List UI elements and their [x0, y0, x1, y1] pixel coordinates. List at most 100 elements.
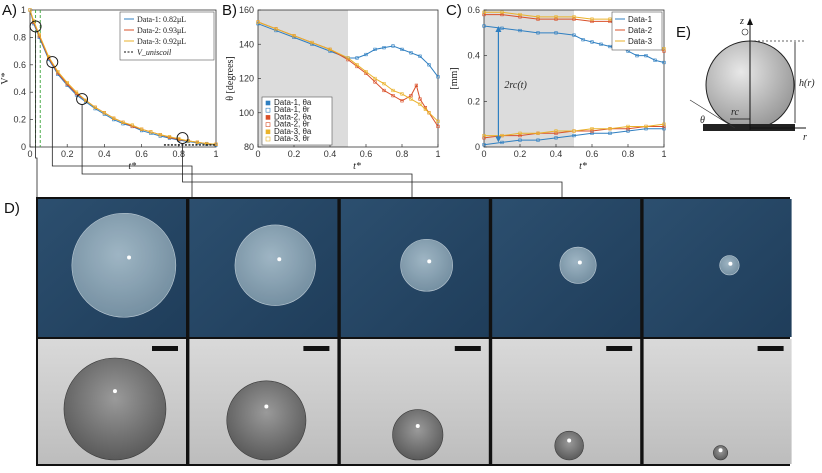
- x-tick-label: 0.4: [98, 149, 111, 159]
- data-point: [572, 33, 576, 37]
- droplet-bottom: [226, 380, 307, 461]
- legend-entry: Data-2, θr: [274, 120, 310, 129]
- data-point: [423, 107, 428, 111]
- data-point: [518, 15, 522, 19]
- data-point: [572, 17, 576, 21]
- data-point: [662, 49, 666, 53]
- connector-lines: [35, 31, 563, 197]
- data-point: [130, 123, 134, 127]
- arrow-head-up: [495, 25, 502, 32]
- data-point: [274, 27, 278, 31]
- legend-box: [611, 11, 663, 51]
- data-point: [373, 76, 377, 81]
- data-point: [554, 131, 558, 135]
- plot-frame: [29, 9, 217, 148]
- legend-entry: Data-3: 0.92μL: [137, 37, 186, 46]
- series-line: [484, 123, 665, 137]
- series-line: [483, 25, 665, 64]
- data-point: [482, 12, 486, 17]
- droplet-highlight: [277, 257, 282, 262]
- droplet-highlight: [718, 448, 723, 453]
- x-axis-label: t*: [579, 161, 587, 172]
- data-point: [382, 46, 386, 50]
- data-point: [572, 129, 576, 133]
- connector-line: [81, 104, 413, 197]
- data-point: [409, 51, 413, 55]
- data-point: [554, 17, 558, 21]
- data-point: [662, 47, 666, 51]
- data-point: [590, 129, 594, 133]
- x-tick-label: 1: [213, 149, 218, 159]
- panel-label-d: D): [4, 200, 20, 217]
- series-line: [29, 9, 217, 146]
- y-axis-label: θ [degrees]: [225, 56, 236, 101]
- data-point: [662, 127, 666, 131]
- x-tick-label: 0.8: [396, 149, 409, 159]
- data-point: [355, 63, 359, 67]
- data-point: [626, 129, 630, 133]
- scale-bar: [454, 346, 481, 351]
- data-point: [653, 58, 657, 62]
- panel-label-c: C): [446, 2, 462, 19]
- data-point: [93, 105, 97, 109]
- legend-swatch: [265, 122, 271, 127]
- droplet-highlight: [264, 404, 269, 409]
- tangent-line: [689, 99, 736, 129]
- data-point: [536, 131, 540, 135]
- legend-entry: Data-1: 0.82μL: [137, 15, 186, 24]
- y-tick-label: 100: [239, 108, 254, 118]
- panel-label-e: E): [676, 24, 691, 41]
- data-point: [662, 124, 666, 129]
- z-label: z: [739, 16, 744, 27]
- x-tick-label: 0.8: [173, 149, 186, 159]
- legend-entry: Data-1: [628, 15, 653, 24]
- data-point: [482, 133, 486, 138]
- scale-bar: [757, 346, 784, 351]
- x-tick-label: 0: [481, 149, 486, 159]
- x-tick-label: 0.2: [288, 149, 301, 159]
- y-axis-label: V*: [0, 72, 11, 84]
- data-point: [554, 136, 558, 140]
- data-point: [590, 19, 594, 24]
- data-point: [572, 15, 576, 19]
- annotation-2rc: 2rc(t): [504, 80, 527, 91]
- data-point: [418, 102, 422, 106]
- data-point: [364, 70, 368, 74]
- theta-label: θ: [700, 115, 705, 126]
- series-line: [483, 128, 664, 146]
- y-tick-label: 80: [244, 142, 254, 152]
- data-point: [158, 133, 162, 137]
- data-point: [500, 140, 504, 145]
- substrate: [703, 124, 795, 131]
- data-point: [536, 17, 540, 21]
- data-point: [554, 31, 558, 35]
- droplet-bottom: [554, 430, 584, 461]
- data-point: [56, 70, 60, 74]
- data-point: [590, 17, 594, 21]
- legend-entry: Data-1, θa: [274, 98, 312, 107]
- data-point: [482, 136, 486, 140]
- droplet-highlight: [427, 259, 432, 264]
- legend-entry: Data-3, θr: [274, 134, 310, 143]
- data-point: [418, 54, 422, 58]
- data-point: [500, 26, 504, 30]
- x-tick-label: 0.6: [586, 149, 599, 159]
- x-tick-label: 0: [255, 149, 260, 159]
- droplet-top: [234, 224, 316, 306]
- data-point: [536, 31, 540, 35]
- droplet-bottom: [63, 357, 167, 461]
- connector-line: [51, 67, 193, 197]
- rc-label: rc: [731, 107, 740, 118]
- data-point: [599, 42, 603, 46]
- data-point: [364, 52, 368, 57]
- data-point: [214, 142, 218, 146]
- x-tick-label: 1: [435, 149, 440, 159]
- data-point: [436, 75, 440, 79]
- data-point: [644, 54, 648, 58]
- data-point: [391, 44, 395, 48]
- data-point: [409, 94, 413, 98]
- legend-swatch: [265, 107, 271, 113]
- data-point: [436, 119, 440, 123]
- data-point: [572, 133, 576, 138]
